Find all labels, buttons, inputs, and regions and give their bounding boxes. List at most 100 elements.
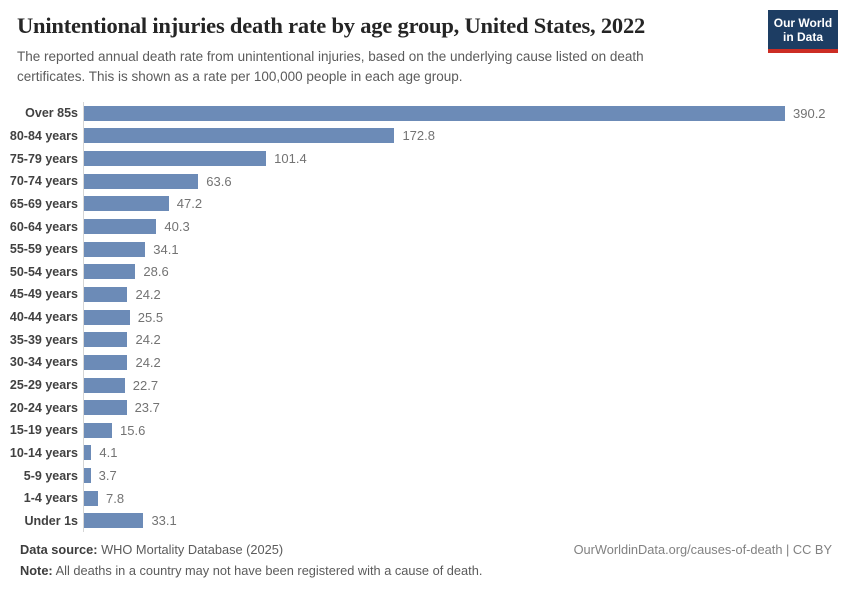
note-text: All deaths in a country may not have bee…: [55, 563, 483, 578]
bar-track: 28.6: [83, 260, 850, 284]
bar: [84, 151, 267, 167]
chart-row: 80-84 years 172.8: [0, 124, 850, 148]
category-label: 50-54 years: [9, 264, 78, 279]
category-label: 80-84 years: [9, 128, 78, 143]
chart-row: Under 1s 33.1: [0, 509, 850, 533]
chart-row: 65-69 years 47.2: [0, 192, 850, 216]
bar-track: 34.1: [83, 237, 850, 261]
chart-subtitle: The reported annual death rate from unin…: [17, 49, 644, 84]
owid-logo-line2: in Data: [782, 30, 823, 45]
value-label: 23.7: [134, 400, 160, 416]
page-title: Unintentional injuries death rate by age…: [17, 13, 646, 38]
chart-row: 40-44 years 25.5: [0, 305, 850, 329]
bar-chart-rows: Over 85s 390.2 80-84 years 172.8 75-79 years…: [0, 102, 850, 533]
category-label: 10-14 years: [9, 445, 78, 460]
bar: [84, 332, 128, 348]
category-label: 70-74 years: [9, 174, 78, 189]
bar-chart: Over 85s 390.2 80-84 years 172.8 75-79 years…: [0, 102, 850, 533]
chart-row: 35-39 years 24.2: [0, 328, 850, 352]
chart-row: Over 85s 390.2: [0, 102, 850, 125]
category-label: 60-64 years: [9, 219, 78, 234]
owid-credit-link: OurWorldinData.org/causes-of-death | CC …: [573, 542, 832, 557]
bar: [84, 400, 127, 416]
chart-row: 55-59 years 34.1: [0, 237, 850, 261]
bar: [84, 377, 125, 393]
chart-row: 50-54 years 28.6: [0, 260, 850, 284]
value-label: 63.6: [206, 173, 232, 189]
chart-row: 45-49 years 24.2: [0, 283, 850, 306]
category-label: 75-79 years: [9, 151, 78, 166]
bar: [84, 422, 113, 438]
bar: [84, 219, 157, 235]
bar-track: 47.2: [83, 192, 850, 216]
bar: [84, 173, 199, 189]
bar-track: 33.1: [83, 509, 850, 533]
bar-track: 390.2: [83, 102, 850, 125]
bar-track: 25.5: [83, 305, 850, 329]
bar-track: 40.3: [83, 215, 850, 238]
value-label: 24.2: [135, 286, 161, 302]
category-label: 5-9 years: [23, 468, 78, 483]
bar-track: 63.6: [83, 169, 850, 193]
chart-row: 5-9 years 3.7: [0, 464, 850, 487]
bar: [84, 490, 98, 506]
value-label: 4.1: [99, 445, 118, 461]
bar: [84, 468, 91, 484]
category-label: 1-4 years: [23, 491, 78, 506]
bar: [84, 196, 169, 212]
data-source-label: Data source:: [20, 542, 98, 557]
chart-footer: Data source: WHO Mortality Database (202…: [20, 542, 832, 584]
bar: [84, 354, 128, 370]
bar: [84, 445, 92, 461]
bar: [84, 128, 395, 144]
bar-track: 7.8: [83, 486, 850, 510]
chart-row: 10-14 years 4.1: [0, 441, 850, 465]
value-label: 7.8: [106, 490, 125, 506]
chart-row: 1-4 years 7.8: [0, 486, 850, 510]
owid-logo-line1: Our World: [773, 16, 833, 30]
bar-track: 22.7: [83, 373, 850, 397]
bar: [84, 286, 128, 302]
bar: [84, 264, 136, 280]
category-label: 55-59 years: [9, 242, 78, 257]
bar-track: 24.2: [83, 351, 850, 374]
bar-track: 101.4: [83, 147, 850, 170]
category-label: 25-29 years: [9, 378, 78, 392]
chart-row: 75-79 years 101.4: [0, 147, 850, 170]
bar: [84, 241, 146, 257]
value-label: 47.2: [176, 196, 203, 212]
value-label: 3.7: [98, 468, 117, 484]
value-label: 15.6: [120, 422, 146, 438]
bar-track: 24.2: [83, 328, 850, 352]
bar: [84, 105, 785, 121]
bar-track: 172.8: [83, 124, 850, 148]
bar: [84, 513, 144, 529]
category-label: Under 1s: [24, 513, 79, 528]
value-label: 34.1: [153, 241, 179, 257]
category-label: 15-19 years: [9, 423, 78, 438]
chart-row: 30-34 years 24.2: [0, 351, 850, 374]
value-label: 172.8: [402, 128, 435, 144]
category-label: 65-69 years: [9, 196, 78, 211]
bar: [84, 309, 130, 325]
note-line: Note: All deaths in a country may not ha…: [20, 563, 482, 578]
note-label: Note:: [20, 563, 53, 578]
category-label: 30-34 years: [9, 355, 78, 370]
value-label: 40.3: [164, 219, 190, 235]
value-label: 25.5: [137, 309, 164, 325]
chart-header: Unintentional injuries death rate by age…: [17, 13, 755, 86]
value-label: 390.2: [793, 105, 826, 121]
owid-logo: Our World in Data: [768, 10, 838, 53]
bar-track: 15.6: [83, 418, 850, 442]
category-label: 40-44 years: [9, 310, 78, 325]
chart-row: 15-19 years 15.6: [0, 418, 850, 442]
bar-track: 3.7: [83, 464, 850, 487]
bar-track: 23.7: [83, 396, 850, 419]
category-label: 20-24 years: [9, 400, 78, 415]
chart-row: 25-29 years 22.7: [0, 373, 850, 397]
chart-row: 20-24 years 23.7: [0, 396, 850, 419]
chart-row: 70-74 years 63.6: [0, 169, 850, 193]
value-label: 22.7: [132, 377, 159, 393]
bar-track: 24.2: [83, 283, 850, 306]
category-label: Over 85s: [25, 106, 78, 121]
